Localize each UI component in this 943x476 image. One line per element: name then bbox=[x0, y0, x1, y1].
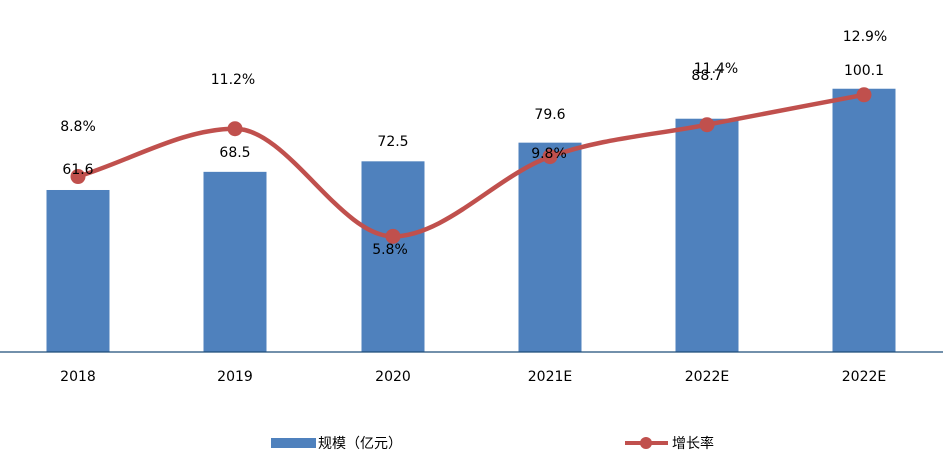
x-tick-label-0: 2018 bbox=[60, 369, 96, 385]
rate-point-5 bbox=[856, 87, 872, 103]
rate-value-label-4: 11.4% bbox=[694, 61, 738, 77]
bar-value-label-2: 72.5 bbox=[377, 134, 408, 150]
bar-value-labels: 61.6 68.5 72.5 79.6 88.7 100.1 bbox=[62, 63, 884, 178]
x-tick-label-5: 2022E bbox=[842, 369, 886, 385]
x-tick-label-2: 2020 bbox=[375, 369, 411, 385]
x-tick-label-3: 2021E bbox=[528, 369, 572, 385]
bar-series bbox=[46, 88, 896, 353]
rate-value-label-3: 9.8% bbox=[531, 146, 567, 162]
legend-line-label: 增长率 bbox=[672, 435, 714, 452]
rate-value-label-2: 5.8% bbox=[372, 242, 408, 258]
growth-rate-line bbox=[77, 92, 865, 239]
x-tick-label-1: 2019 bbox=[217, 369, 253, 385]
bar-value-label-1: 68.5 bbox=[219, 145, 250, 161]
rate-value-label-1: 11.2% bbox=[211, 72, 255, 88]
bar-3 bbox=[518, 142, 582, 352]
bar-value-label-0: 61.6 bbox=[62, 162, 93, 178]
x-axis-ticks: 2018 2019 2020 2021E 2022E 2022E bbox=[60, 369, 886, 385]
legend-bar-label: 规模（亿元） bbox=[318, 436, 402, 452]
rate-point-0 bbox=[70, 169, 86, 185]
bar-value-label-5: 100.1 bbox=[844, 63, 884, 79]
rate-value-labels: 8.8% 11.2% 5.8% 9.8% 11.4% 12.9% bbox=[60, 29, 887, 258]
legend-bar-swatch bbox=[271, 438, 316, 448]
bar-5 bbox=[832, 88, 896, 352]
legend-line-marker bbox=[640, 437, 652, 449]
growth-rate-points bbox=[70, 87, 872, 244]
x-tick-label-4: 2022E bbox=[685, 369, 729, 385]
rate-value-label-5: 12.9% bbox=[843, 29, 887, 45]
bar-2 bbox=[361, 161, 425, 352]
bar-0 bbox=[46, 189, 110, 352]
rate-point-1 bbox=[227, 121, 243, 137]
rate-point-3 bbox=[542, 149, 558, 165]
bar-4 bbox=[675, 118, 739, 353]
bar-value-label-3: 79.6 bbox=[534, 107, 565, 123]
bar-1 bbox=[203, 171, 267, 352]
rate-value-label-0: 8.8% bbox=[60, 119, 96, 135]
rate-point-4 bbox=[699, 117, 715, 133]
rate-point-2 bbox=[385, 228, 401, 244]
bar-value-label-4: 88.7 bbox=[691, 68, 722, 84]
legend: 规模（亿元） 增长率 bbox=[271, 435, 714, 452]
